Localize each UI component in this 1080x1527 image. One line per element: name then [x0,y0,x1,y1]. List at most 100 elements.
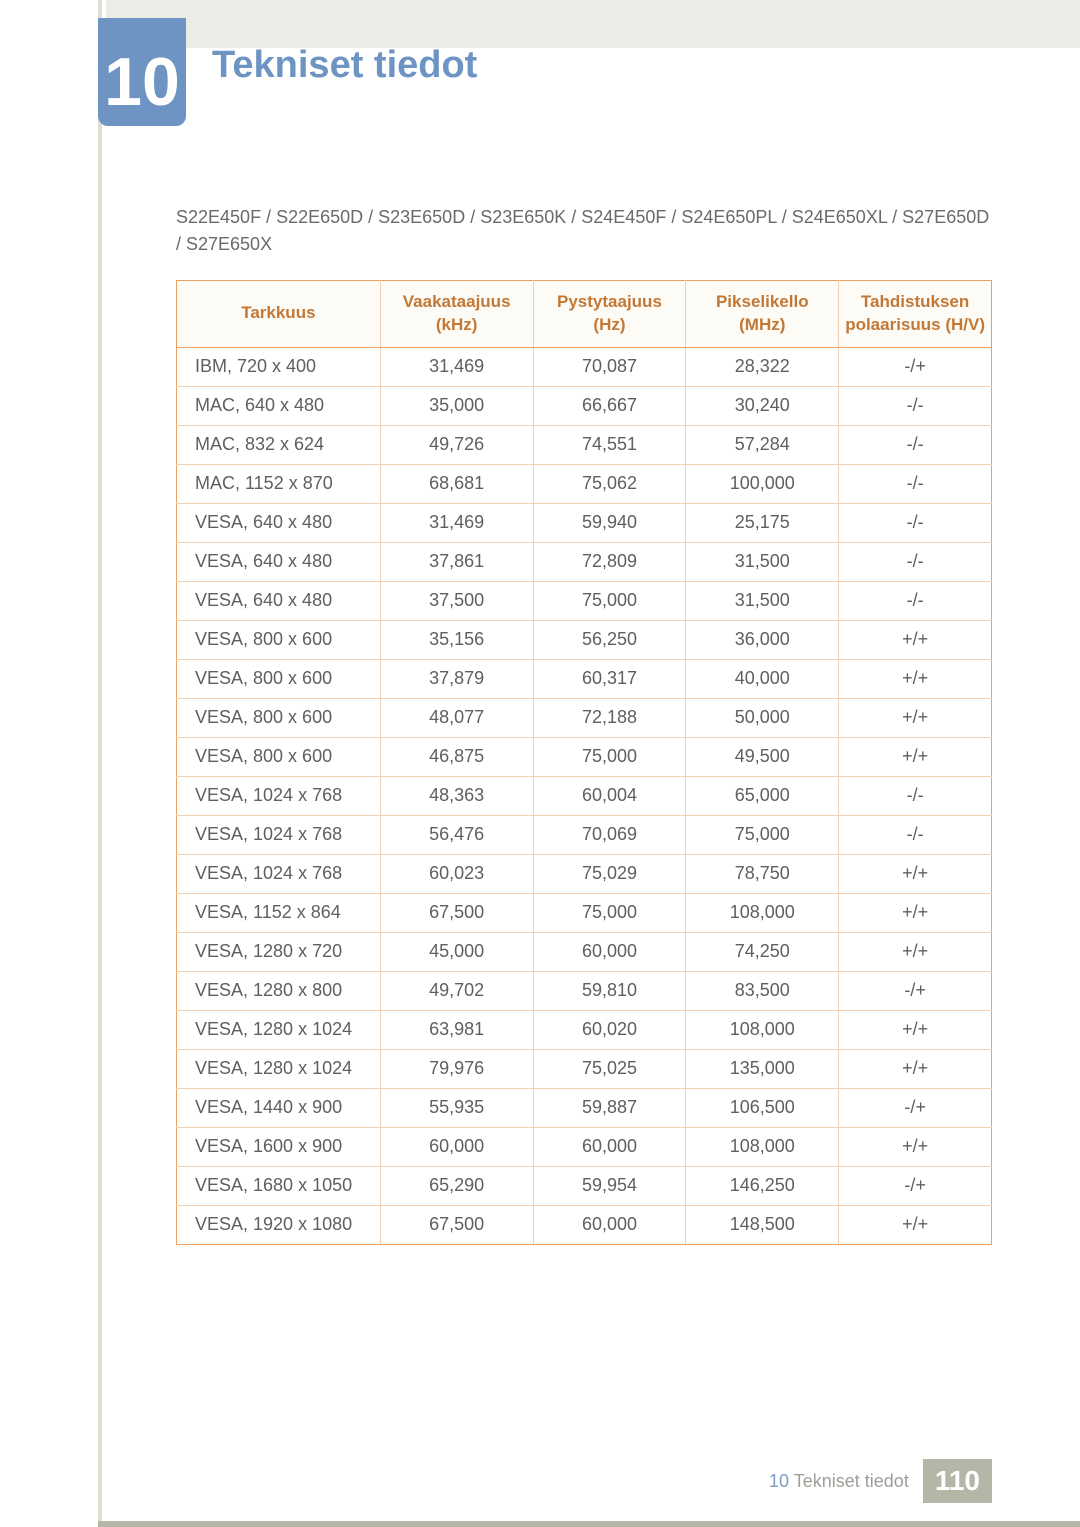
cell-value: 72,809 [533,542,686,581]
cell-resolution: MAC, 640 x 480 [177,386,381,425]
cell-value: +/+ [839,620,992,659]
cell-value: -/+ [839,971,992,1010]
table-row: VESA, 1280 x 102463,98160,020108,000+/+ [177,1010,992,1049]
cell-value: 48,077 [380,698,533,737]
table-row: VESA, 1920 x 108067,50060,000148,500+/+ [177,1205,992,1244]
cell-value: 75,062 [533,464,686,503]
footer: 10 Tekniset tiedot 110 [769,1459,992,1503]
cell-value: 36,000 [686,620,839,659]
cell-value: -/- [839,542,992,581]
cell-value: 31,469 [380,347,533,386]
cell-value: 75,029 [533,854,686,893]
th-vfreq: Pystytaajuus (Hz) [533,281,686,348]
cell-value: 65,000 [686,776,839,815]
cell-value: 72,188 [533,698,686,737]
cell-resolution: VESA, 1280 x 1024 [177,1010,381,1049]
cell-value: 56,250 [533,620,686,659]
table-row: VESA, 640 x 48037,50075,00031,500-/- [177,581,992,620]
cell-value: 57,284 [686,425,839,464]
table-row: VESA, 1280 x 102479,97675,025135,000+/+ [177,1049,992,1088]
cell-value: 50,000 [686,698,839,737]
cell-resolution: VESA, 1280 x 720 [177,932,381,971]
cell-resolution: VESA, 1024 x 768 [177,854,381,893]
cell-resolution: VESA, 800 x 600 [177,620,381,659]
spec-table: Tarkkuus Vaakataajuus (kHz) Pystytaajuus… [176,280,992,1245]
cell-value: -/+ [839,1166,992,1205]
cell-value: 60,000 [533,932,686,971]
cell-resolution: VESA, 1024 x 768 [177,776,381,815]
cell-resolution: VESA, 1920 x 1080 [177,1205,381,1244]
table-row: MAC, 1152 x 87068,68175,062100,000-/- [177,464,992,503]
table-row: MAC, 640 x 48035,00066,66730,240-/- [177,386,992,425]
cell-value: +/+ [839,932,992,971]
cell-value: 37,500 [380,581,533,620]
cell-value: +/+ [839,854,992,893]
cell-value: 66,667 [533,386,686,425]
cell-value: 74,250 [686,932,839,971]
cell-resolution: VESA, 1152 x 864 [177,893,381,932]
table-row: VESA, 800 x 60046,87575,00049,500+/+ [177,737,992,776]
cell-resolution: VESA, 1280 x 1024 [177,1049,381,1088]
cell-value: 25,175 [686,503,839,542]
cell-value: 108,000 [686,893,839,932]
table-row: MAC, 832 x 62449,72674,55157,284-/- [177,425,992,464]
cell-value: 59,940 [533,503,686,542]
cell-value: -/- [839,581,992,620]
left-stripe [98,0,102,1527]
cell-value: 106,500 [686,1088,839,1127]
cell-resolution: VESA, 1024 x 768 [177,815,381,854]
top-bar [106,0,1080,48]
cell-value: -/- [839,464,992,503]
footer-breadcrumb: 10 Tekniset tiedot [769,1471,909,1492]
cell-value: 65,290 [380,1166,533,1205]
table-row: VESA, 800 x 60048,07772,18850,000+/+ [177,698,992,737]
cell-value: -/- [839,503,992,542]
cell-value: 60,020 [533,1010,686,1049]
cell-value: 59,887 [533,1088,686,1127]
cell-value: +/+ [839,893,992,932]
bottom-stripe [98,1521,1080,1527]
cell-value: 35,000 [380,386,533,425]
cell-value: 37,861 [380,542,533,581]
cell-value: 30,240 [686,386,839,425]
cell-value: 78,750 [686,854,839,893]
cell-value: 60,000 [380,1127,533,1166]
cell-resolution: VESA, 1680 x 1050 [177,1166,381,1205]
cell-resolution: MAC, 1152 x 870 [177,464,381,503]
footer-chapter-title: Tekniset tiedot [794,1471,909,1491]
cell-value: 75,000 [533,581,686,620]
cell-value: 60,023 [380,854,533,893]
cell-value: 31,469 [380,503,533,542]
cell-value: 68,681 [380,464,533,503]
table-row: VESA, 1600 x 90060,00060,000108,000+/+ [177,1127,992,1166]
cell-value: 148,500 [686,1205,839,1244]
table-header: Tarkkuus Vaakataajuus (kHz) Pystytaajuus… [177,281,992,348]
cell-value: 63,981 [380,1010,533,1049]
chapter-title: Tekniset tiedot [212,44,477,87]
cell-value: 49,702 [380,971,533,1010]
cell-value: -/- [839,386,992,425]
cell-value: 60,004 [533,776,686,815]
cell-value: 75,000 [686,815,839,854]
cell-value: 28,322 [686,347,839,386]
cell-resolution: VESA, 640 x 480 [177,581,381,620]
table-row: VESA, 640 x 48037,86172,80931,500-/- [177,542,992,581]
cell-value: 146,250 [686,1166,839,1205]
cell-value: 60,000 [533,1127,686,1166]
cell-value: 55,935 [380,1088,533,1127]
cell-value: 46,875 [380,737,533,776]
table-row: IBM, 720 x 40031,46970,08728,322-/+ [177,347,992,386]
table-row: VESA, 1280 x 80049,70259,81083,500-/+ [177,971,992,1010]
cell-value: +/+ [839,1049,992,1088]
cell-value: 108,000 [686,1127,839,1166]
cell-value: 60,317 [533,659,686,698]
table-row: VESA, 1024 x 76860,02375,02978,750+/+ [177,854,992,893]
th-hfreq: Vaakataajuus (kHz) [380,281,533,348]
table-row: VESA, 1024 x 76856,47670,06975,000-/- [177,815,992,854]
cell-value: 83,500 [686,971,839,1010]
cell-resolution: VESA, 800 x 600 [177,659,381,698]
cell-value: 56,476 [380,815,533,854]
cell-value: 70,069 [533,815,686,854]
table-row: VESA, 1152 x 86467,50075,000108,000+/+ [177,893,992,932]
cell-value: 31,500 [686,542,839,581]
